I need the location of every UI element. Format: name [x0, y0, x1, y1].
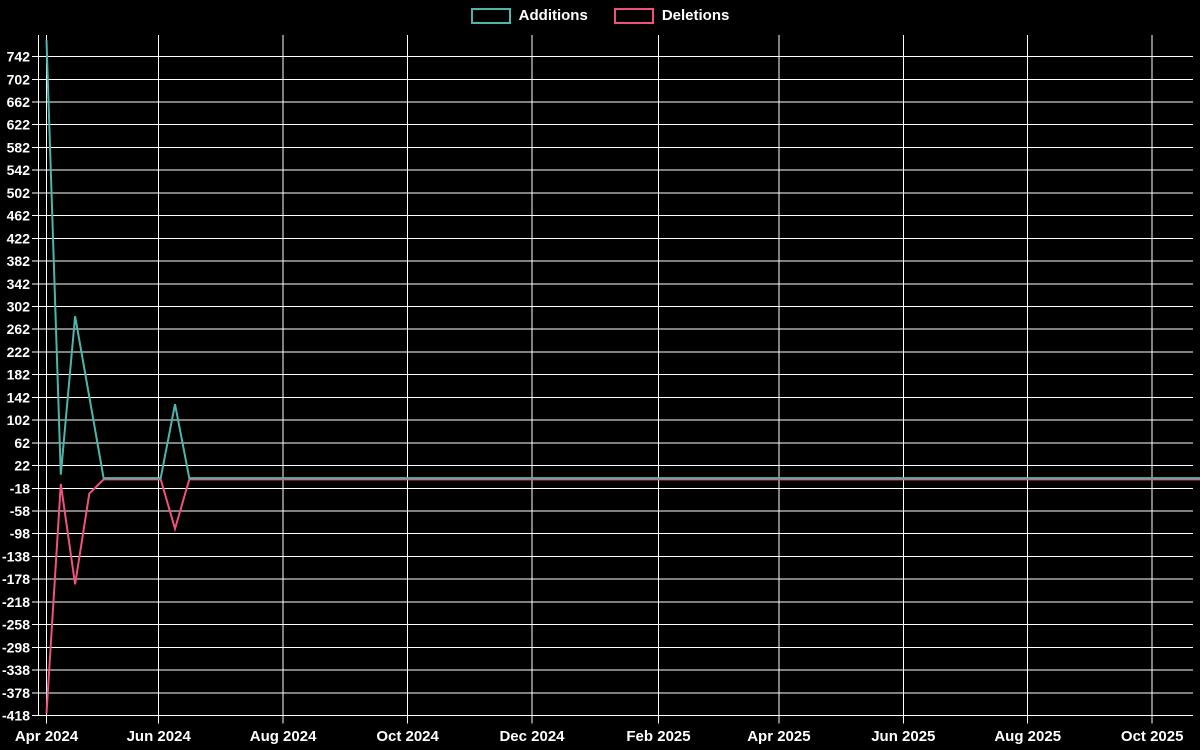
y-tick-label: 422: [7, 230, 31, 246]
y-tick-label: 462: [7, 208, 31, 224]
y-tick-label: -378: [2, 685, 30, 701]
y-tick-label: -338: [2, 662, 30, 678]
y-tick-label: 622: [7, 117, 31, 133]
y-tick-label: -218: [2, 594, 30, 610]
additions-legend-label: Additions: [518, 7, 588, 24]
y-tick-label: 342: [7, 276, 31, 292]
y-tick-label: -178: [2, 571, 30, 587]
additions-legend-swatch-icon: [470, 8, 511, 24]
y-tick-label: 142: [7, 389, 31, 405]
x-tick-label: Jun 2025: [871, 728, 935, 745]
y-tick-label: 302: [7, 299, 31, 315]
legend-item-additions[interactable]: Additions: [470, 7, 588, 24]
y-tick-label: 102: [7, 412, 31, 428]
y-tick-label: -258: [2, 617, 30, 633]
y-tick-label: -418: [2, 708, 30, 724]
y-tick-label: 222: [7, 344, 31, 360]
deletions-legend-swatch-icon: [613, 8, 654, 24]
x-tick-label: Jun 2024: [127, 728, 192, 745]
x-tick-label: Aug 2024: [250, 728, 317, 745]
x-tick-label: Feb 2025: [626, 728, 690, 745]
y-tick-label: 702: [7, 71, 31, 87]
y-tick-label: 262: [7, 321, 31, 337]
legend-item-deletions[interactable]: Deletions: [613, 7, 730, 24]
y-tick-label: 662: [7, 94, 31, 110]
y-tick-label: -298: [2, 639, 30, 655]
y-tick-label: 382: [7, 253, 31, 269]
y-tick-label: -18: [10, 480, 30, 496]
x-tick-label: Apr 2024: [15, 728, 79, 745]
y-tick-label: 542: [7, 162, 31, 178]
y-tick-label: -98: [10, 526, 30, 542]
x-tick-label: Apr 2025: [747, 728, 810, 745]
x-tick-label: Oct 2024: [376, 728, 439, 745]
x-axis-labels: Apr 2024 Jun 2024 Aug 2024 Oct 2024 Dec 2024…: [15, 728, 1184, 745]
x-tick-label: Dec 2024: [499, 728, 565, 745]
x-tick-label: Aug 2025: [994, 728, 1061, 745]
additions-line: [45, 40, 1200, 480]
y-tick-label: 22: [14, 458, 30, 474]
y-tick-label: 182: [7, 367, 31, 383]
y-tick-label: 742: [7, 49, 31, 65]
x-tick-label: Oct 2025: [1121, 728, 1184, 745]
chart-legend: Additions Deletions: [0, 8, 1200, 24]
gridlines: [32, 35, 1193, 724]
y-tick-label: -138: [2, 549, 30, 565]
y-tick-label: 582: [7, 140, 31, 156]
y-tick-label: -58: [10, 503, 30, 519]
deletions-line: [45, 478, 1200, 714]
deletions-legend-label: Deletions: [661, 7, 730, 24]
y-axis-labels: 742 702 662 622 582 542 502 462 422 382 342 302 262 2…: [2, 49, 30, 724]
y-tick-label: 502: [7, 185, 31, 201]
y-tick-label: 62: [14, 435, 30, 451]
